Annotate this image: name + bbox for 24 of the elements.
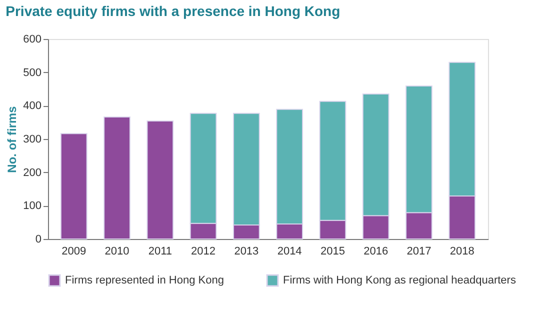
x-tick-label: 2012 — [191, 246, 216, 258]
legend-label: Firms with Hong Kong as regional headquarters — [283, 274, 516, 287]
y-tick-label: 400 — [23, 100, 42, 112]
chart-title: Private equity firms with a presence in Hong Kong — [6, 3, 340, 19]
x-tick-label: 2009 — [62, 246, 86, 258]
x-tick-label: 2018 — [450, 246, 474, 258]
x-tick-label: 2010 — [104, 246, 130, 258]
y-axis-title: No. of firms — [5, 106, 20, 173]
x-tick-label: 2011 — [148, 246, 172, 258]
x-tick-label: 2016 — [364, 246, 388, 258]
x-tick-label: 2014 — [277, 246, 302, 258]
legend-label: Firms represented in Hong Kong — [65, 274, 224, 287]
y-tick-label: 500 — [23, 66, 42, 79]
y-tick-label: 0 — [35, 234, 42, 246]
bar — [146, 120, 174, 240]
bar — [60, 133, 88, 240]
y-tick-label: 600 — [23, 34, 42, 46]
x-tick-label: 2013 — [234, 246, 259, 258]
y-tick-label: 300 — [23, 134, 42, 146]
bar — [104, 116, 130, 240]
y-tick-label: 100 — [23, 200, 42, 212]
x-tick-label: 2015 — [320, 246, 345, 258]
x-tick-label: 2017 — [406, 246, 432, 258]
y-tick-label: 200 — [23, 166, 42, 179]
